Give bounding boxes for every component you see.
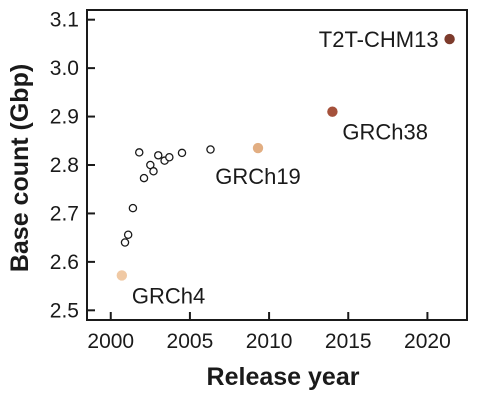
open-point bbox=[123, 230, 133, 239]
point-label: GRCh38 bbox=[342, 120, 428, 145]
x-axis-title: Release year bbox=[207, 363, 360, 391]
x-tick-label: 2010 bbox=[246, 330, 293, 353]
y-tick-label: 2.6 bbox=[50, 251, 79, 274]
open-point bbox=[149, 167, 158, 176]
data-points bbox=[116, 33, 455, 281]
x-tick-label: 2000 bbox=[87, 330, 134, 353]
x-axis-ticks: 2000 2005 2010 2015 2020 bbox=[87, 312, 451, 353]
filled-point bbox=[444, 33, 455, 45]
y-tick-label: 3.1 bbox=[50, 9, 79, 32]
filled-point bbox=[252, 142, 264, 154]
open-point bbox=[139, 173, 149, 183]
y-tick-label: 2.7 bbox=[50, 202, 79, 225]
x-tick-label: 2015 bbox=[325, 330, 372, 353]
open-point bbox=[153, 151, 163, 160]
y-tick-label: 3.0 bbox=[50, 57, 79, 80]
filled-point bbox=[327, 106, 338, 117]
point-label: GRCh4 bbox=[132, 283, 205, 308]
open-point bbox=[128, 203, 138, 213]
x-tick-label: 2005 bbox=[167, 330, 214, 353]
open-point bbox=[177, 148, 187, 158]
point-label: T2T-CHM13 bbox=[319, 27, 439, 52]
point-label: GRCh19 bbox=[215, 164, 301, 189]
y-axis-ticks: 2.5 2.6 2.7 2.8 2.9 3.0 3.1 bbox=[50, 9, 95, 322]
open-point bbox=[120, 238, 130, 247]
open-point bbox=[206, 145, 215, 154]
y-tick-label: 2.5 bbox=[50, 299, 79, 322]
filled-point bbox=[116, 270, 128, 281]
open-point bbox=[165, 152, 174, 162]
y-axis-title: Base count (Gbp) bbox=[6, 64, 34, 272]
x-tick-label: 2020 bbox=[404, 330, 451, 353]
y-tick-label: 2.8 bbox=[50, 154, 79, 177]
open-point bbox=[134, 148, 144, 157]
point-labels: GRCh4 GRCh19 GRCh38 T2T-CHM13 bbox=[132, 27, 439, 308]
y-tick-label: 2.9 bbox=[50, 106, 79, 129]
